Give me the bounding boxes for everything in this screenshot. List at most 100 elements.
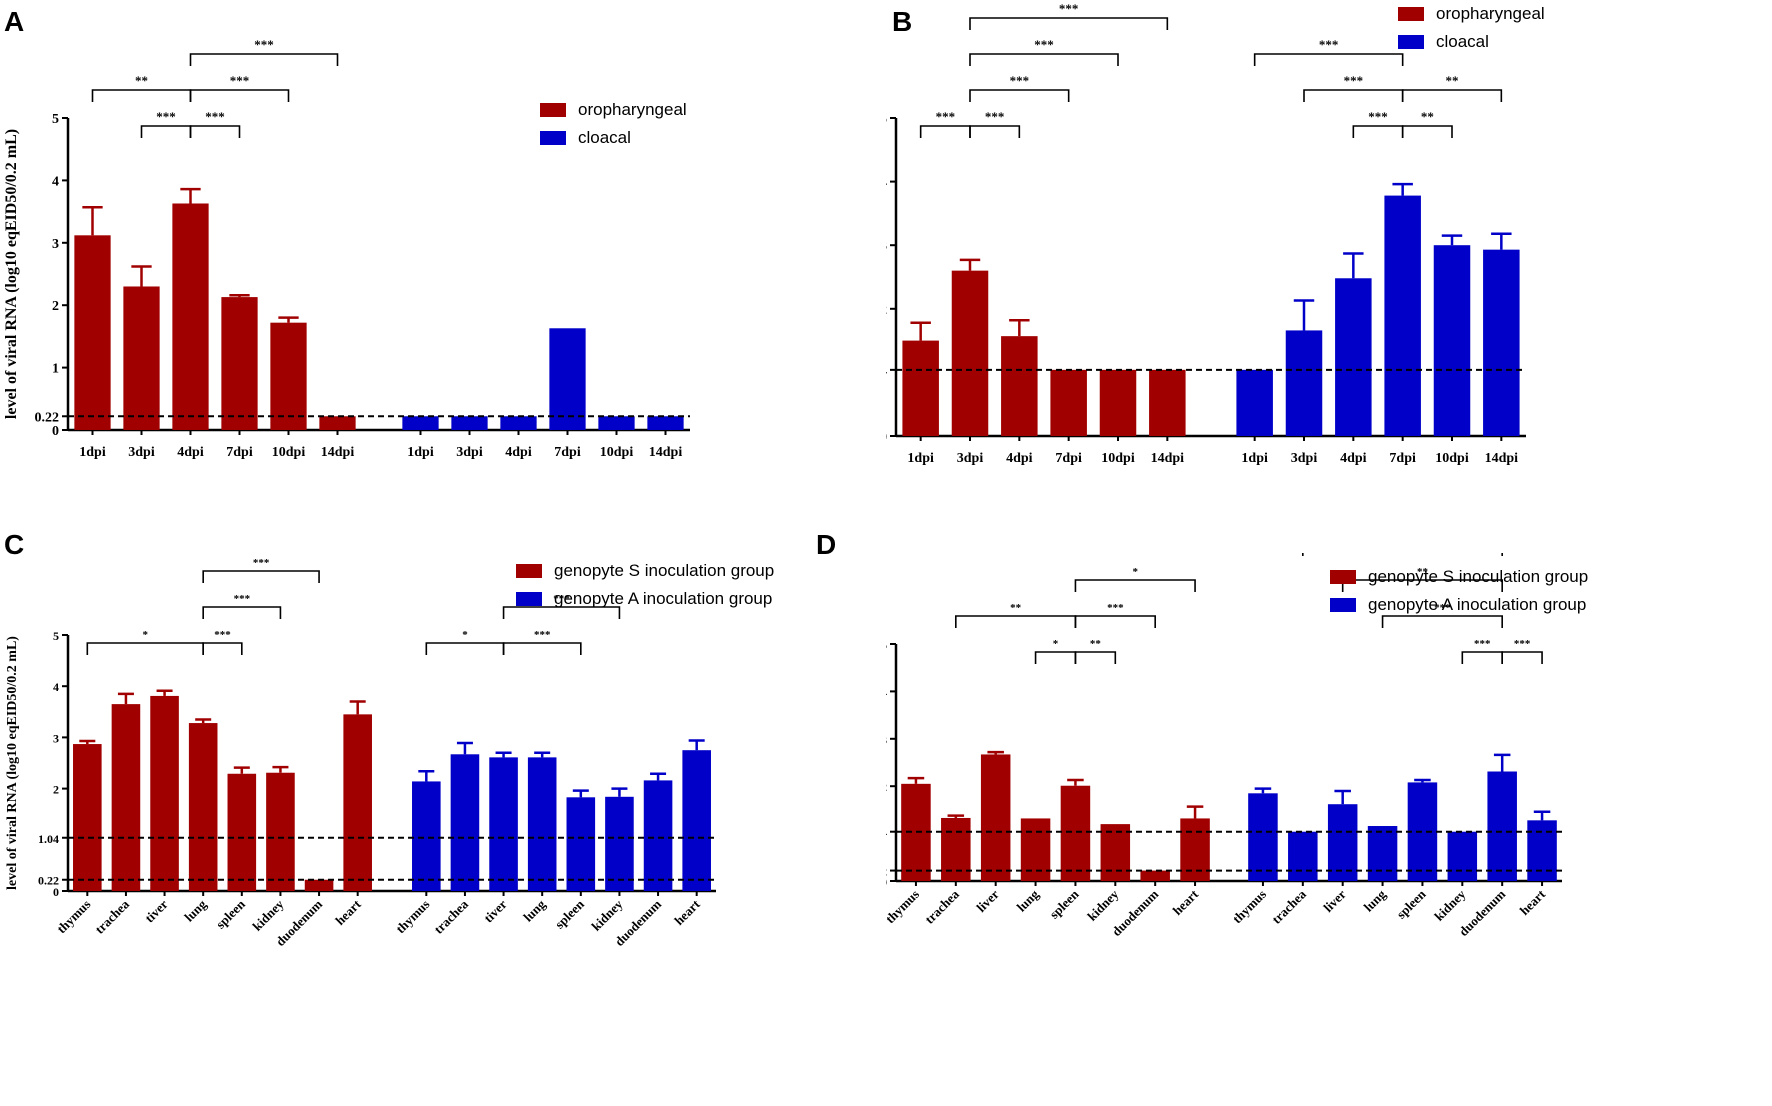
- significance-bracket: [1253, 53, 1404, 66]
- significance-label: ***: [1514, 638, 1531, 650]
- panel-c: C level of viral RNA (log10 eqEID50/0.2 …: [0, 529, 886, 1106]
- x-tick-label: 1dpi: [407, 445, 434, 460]
- y-tick-label: 2: [53, 783, 59, 797]
- bar: [489, 757, 518, 891]
- x-tick-label: 1dpi: [907, 451, 934, 466]
- legend-label: cloacal: [1436, 32, 1489, 51]
- y-tick-label: 4: [53, 680, 59, 694]
- bar: [1407, 782, 1438, 881]
- bar: [188, 723, 218, 891]
- x-tick-label: 14dpi: [1485, 451, 1519, 466]
- y-tick-label: 3: [53, 731, 59, 745]
- significance-label: ***: [1010, 73, 1030, 88]
- x-tick-label: spleen: [1046, 886, 1082, 922]
- bar: [266, 772, 295, 891]
- x-tick-label: trachea: [92, 896, 133, 937]
- bar: [1384, 195, 1421, 436]
- significance-bracket: [969, 125, 1021, 138]
- significance-label: ***: [230, 73, 250, 88]
- x-tick-label: 1dpi: [79, 445, 106, 460]
- bar: [74, 235, 111, 430]
- x-tick-label: spleen: [213, 896, 249, 932]
- significance-bracket: [1501, 651, 1543, 664]
- panel-b: B level of viral RNA (log10 eqEID50/0.2 …: [886, 0, 1772, 553]
- bar: [1288, 831, 1318, 881]
- x-tick-label: 14dpi: [1151, 451, 1185, 466]
- y-tick-label: 3: [52, 237, 59, 252]
- bar: [450, 754, 480, 891]
- legend-a: oropharyngeal cloacal: [540, 96, 687, 152]
- y-tick-label: 0: [886, 430, 887, 445]
- significance-label: *: [143, 629, 149, 641]
- x-tick-label: lung: [520, 896, 548, 924]
- significance-label: ***: [234, 593, 251, 605]
- bar: [1285, 330, 1323, 436]
- bar: [304, 879, 334, 891]
- significance-label: **: [1010, 602, 1022, 614]
- x-tick-label: 7dpi: [1389, 451, 1416, 466]
- significance-bracket: [202, 642, 243, 655]
- legend-item: oropharyngeal: [540, 96, 687, 124]
- bar: [1327, 804, 1358, 881]
- bar: [647, 416, 684, 430]
- x-tick-label: 7dpi: [226, 445, 253, 460]
- bar: [682, 750, 711, 891]
- legend-label: genopyte A inoculation group: [1368, 595, 1587, 614]
- bar: [451, 416, 488, 430]
- bar: [1483, 249, 1520, 436]
- significance-bracket: [1381, 615, 1503, 628]
- y-tick-label: 5: [52, 112, 59, 127]
- bar: [172, 203, 209, 430]
- x-tick-label: 7dpi: [554, 445, 581, 460]
- y-tick-label: 2: [886, 303, 887, 318]
- x-tick-label: 10dpi: [272, 445, 306, 460]
- bar: [980, 754, 1011, 881]
- x-tick-label: spleen: [552, 896, 588, 932]
- x-tick-label: 1dpi: [1241, 451, 1268, 466]
- significance-label: ***: [156, 109, 176, 124]
- chart-a: level of viral RNA (log10 eqEID50/0.2 mL…: [3, 37, 690, 460]
- significance-label: ***: [1034, 37, 1054, 52]
- legend-item: cloacal: [1398, 28, 1545, 56]
- x-tick-label: lung: [1361, 886, 1389, 914]
- legend-item: oropharyngeal: [1398, 0, 1545, 28]
- bar: [643, 780, 673, 891]
- significance-bracket: [425, 642, 505, 655]
- significance-bracket: [502, 642, 582, 655]
- x-tick-label: thymus: [886, 887, 922, 927]
- x-tick-label: kidney: [1431, 886, 1469, 924]
- significance-label: **: [1090, 638, 1102, 650]
- significance-label: **: [1421, 109, 1434, 124]
- y-axis-label: level of viral RNA (log10 eqEID50/0.2 mL…: [3, 129, 20, 419]
- y-tick-label: 0: [52, 424, 59, 439]
- y-tick-label: 0.22: [35, 410, 60, 425]
- x-tick-label: trachea: [431, 896, 472, 937]
- legend-label: genopyte A inoculation group: [554, 589, 773, 608]
- legend-swatch: [1330, 570, 1356, 584]
- bar: [1248, 793, 1278, 881]
- y-tick-label: 2: [52, 299, 59, 314]
- y-tick-label: 1.04: [38, 832, 59, 846]
- x-tick-label: 10dpi: [1101, 451, 1135, 466]
- bar: [500, 416, 537, 430]
- x-tick-label: thymus: [1229, 887, 1269, 927]
- bar: [1140, 870, 1170, 881]
- bar: [1149, 369, 1186, 436]
- significance-bracket: [86, 642, 204, 655]
- bar: [1236, 369, 1273, 436]
- bar: [1020, 818, 1051, 881]
- significance-bracket: [919, 125, 971, 138]
- bar: [527, 757, 557, 891]
- legend-item: genopyte S inoculation group: [1330, 563, 1588, 591]
- bar: [605, 796, 634, 891]
- legend-item: genopyte A inoculation group: [1330, 591, 1588, 619]
- legend-d: genopyte S inoculation group genopyte A …: [1330, 563, 1588, 619]
- x-tick-label: trachea: [1269, 886, 1310, 927]
- bar: [951, 270, 989, 436]
- significance-bracket: [1302, 553, 1503, 556]
- y-tick-label: 1.04: [886, 826, 887, 840]
- y-tick-label: 4: [886, 685, 887, 699]
- significance-label: ***: [253, 557, 270, 569]
- x-tick-label: 3dpi: [128, 445, 155, 460]
- significance-label: ***: [1368, 109, 1388, 124]
